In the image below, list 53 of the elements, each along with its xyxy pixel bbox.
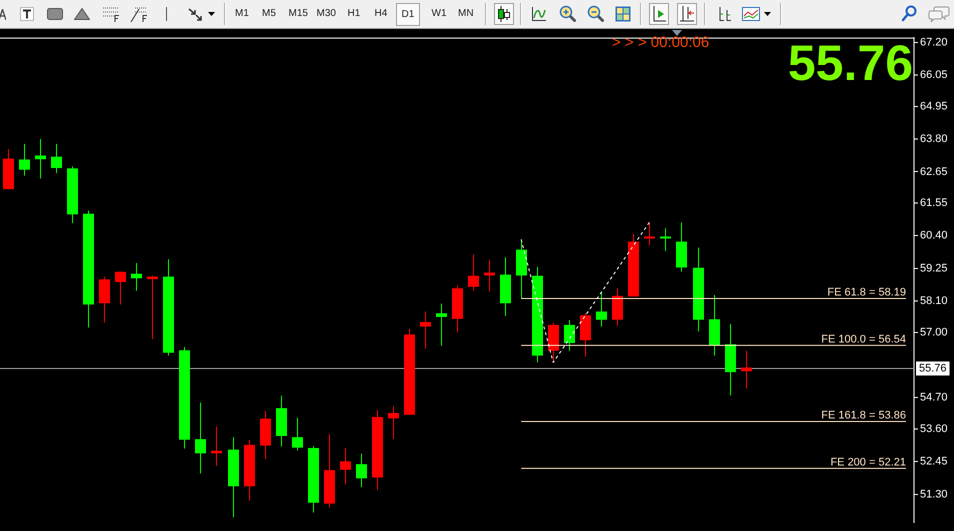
text: W1 xyxy=(430,7,448,21)
candlestick xyxy=(115,271,126,305)
candlestick xyxy=(292,417,303,452)
text: H4 xyxy=(374,7,388,21)
candlestick xyxy=(131,262,142,292)
y-tick-label: 66.05 xyxy=(920,69,948,82)
candlestick xyxy=(211,426,222,466)
text: H1 xyxy=(346,7,362,21)
candlestick xyxy=(35,138,46,180)
candlestick xyxy=(468,254,479,292)
candlestick xyxy=(660,228,671,252)
y-tick-label: 62.65 xyxy=(920,166,948,178)
candlestick xyxy=(612,288,623,326)
candlestick xyxy=(356,453,367,488)
y-tick-label: 54.70 xyxy=(920,392,948,404)
candlestick xyxy=(388,406,399,440)
candlestick xyxy=(644,222,655,246)
text: M5 xyxy=(261,7,277,21)
candlestick xyxy=(340,447,351,485)
series-label: FE 61.8 = 58.19 xyxy=(827,286,906,298)
candlestick xyxy=(420,311,431,350)
y-tick-label: 64.95 xyxy=(920,100,948,112)
candlestick xyxy=(564,320,575,352)
ref-line-label: 55.76 xyxy=(919,362,947,375)
y-tick-label: 63.80 xyxy=(920,133,948,146)
annotation: > > > 00:00:06 xyxy=(612,34,710,52)
y-tick-label: 61.55 xyxy=(920,197,948,210)
series-label: FE 100.0 = 56.54 xyxy=(821,333,906,346)
text: M15 xyxy=(288,7,309,21)
candlestick xyxy=(195,402,206,474)
series-label: FE 200 = 52.21 xyxy=(830,456,906,468)
candlestick xyxy=(147,275,158,340)
candlestick xyxy=(596,291,607,328)
text: M30 xyxy=(316,7,337,21)
candlestick xyxy=(99,276,110,324)
candlestick xyxy=(51,143,62,174)
y-tick-label: 67.20 xyxy=(920,36,948,48)
y-tick-label: 51.30 xyxy=(920,488,948,500)
annotation: 55.76 xyxy=(788,35,913,91)
y-tick-label: 57.00 xyxy=(920,326,948,338)
candlestick xyxy=(741,350,752,390)
candlestick xyxy=(436,303,447,346)
y-tick-label: 53.60 xyxy=(920,422,948,435)
y-tick-label: 59.25 xyxy=(920,262,948,274)
text: MN xyxy=(457,7,475,21)
candlestick xyxy=(484,260,495,292)
y-tick-label: 58.10 xyxy=(920,295,948,308)
y-tick-label: 52.45 xyxy=(920,456,948,468)
y-tick-label: 60.40 xyxy=(920,230,948,242)
candlestick xyxy=(19,143,30,176)
text: D1 xyxy=(396,3,420,26)
series-label: FE 161.8 = 53.86 xyxy=(821,410,906,422)
text: M1 xyxy=(234,7,250,21)
